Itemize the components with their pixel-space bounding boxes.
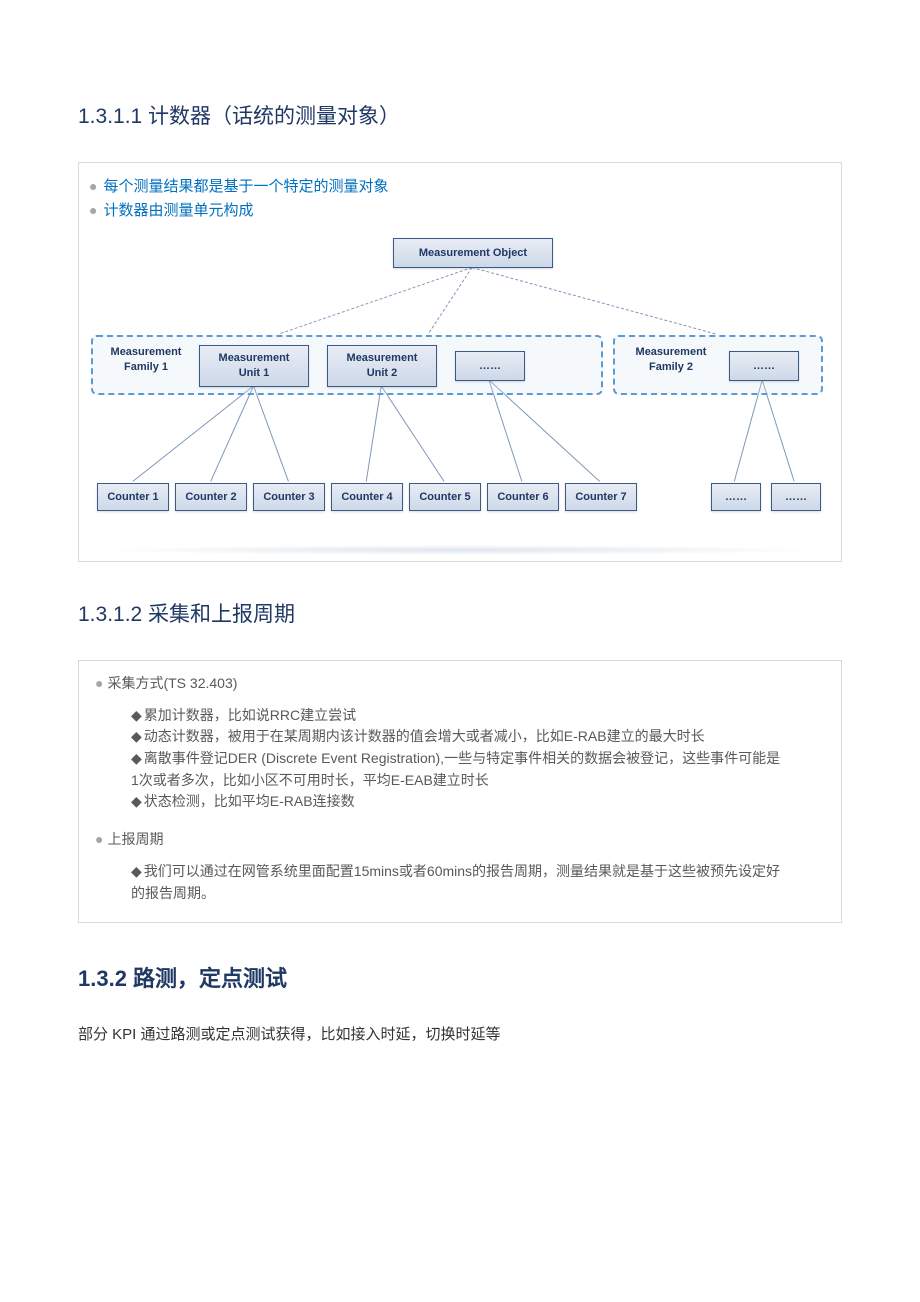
box2-lv1-a-text: 采集方式(TS 32.403) xyxy=(107,673,237,695)
node-unit-ellipsis: …… xyxy=(455,351,525,381)
bullet-disc-icon: ● xyxy=(95,829,103,851)
box2-lv2-group-a: ◆累加计数器，比如说RRC建立尝试 ◆动态计数器，被用于在某周期内该计数器的值会… xyxy=(95,705,785,813)
diagram1-bottom-shadow xyxy=(94,545,826,555)
node-unit-1: Measurement Unit 1 xyxy=(199,345,309,387)
node-family2-ellipsis: …… xyxy=(729,351,799,381)
box2-lv2-a-2-text: 离散事件登记DER (Discrete Event Registration),… xyxy=(131,750,780,788)
box2-lv1-a: ● 采集方式(TS 32.403) xyxy=(95,673,825,695)
diamond-icon: ◆ xyxy=(131,707,142,723)
box2-lv2-a-2: ◆离散事件登记DER (Discrete Event Registration)… xyxy=(131,748,785,791)
node-counter-3: Counter 3 xyxy=(253,483,325,511)
family-2-label: Measurement Family 2 xyxy=(621,345,721,375)
box2-lv2-a-0: ◆累加计数器，比如说RRC建立尝试 xyxy=(131,705,785,727)
diamond-icon: ◆ xyxy=(131,863,142,879)
box-collection-report: ● 采集方式(TS 32.403) ◆累加计数器，比如说RRC建立尝试 ◆动态计… xyxy=(78,660,842,923)
box2-lv1-b: ● 上报周期 xyxy=(95,829,825,851)
family-1-label: Measurement Family 1 xyxy=(101,345,191,375)
node-bottom-ellipsis-a: …… xyxy=(711,483,761,511)
bodytext-1-3-2: 部分 KPI 通过路测或定点测试获得，比如接入时延，切换时延等 xyxy=(78,1023,842,1044)
heading-1-3-1-1: 1.3.1.1 计数器（话统的测量对象） xyxy=(78,100,842,130)
node-measurement-object: Measurement Object xyxy=(393,238,553,268)
heading-1-3-2: 1.3.2 路测，定点测试 xyxy=(78,961,842,993)
box2-lv1-b-text: 上报周期 xyxy=(107,829,163,851)
node-counter-1: Counter 1 xyxy=(97,483,169,511)
box2-lv2-a-1-text: 动态计数器，被用于在某周期内该计数器的值会增大或者减小，比如E-RAB建立的最大… xyxy=(144,728,705,744)
box2-lv2-group-b: ◆我们可以通过在网管系统里面配置15mins或者60mins的报告周期，测量结果… xyxy=(95,861,785,904)
bullet-disc-icon: ● xyxy=(89,199,97,221)
box2-lv2-b-0-text: 我们可以通过在网管系统里面配置15mins或者60mins的报告周期，测量结果就… xyxy=(131,863,780,901)
node-counter-2: Counter 2 xyxy=(175,483,247,511)
box2-lv2-a-3: ◆状态检测，比如平均E-RAB连接数 xyxy=(131,791,785,813)
box2-lv2-b-0: ◆我们可以通过在网管系统里面配置15mins或者60mins的报告周期，测量结果… xyxy=(131,861,785,904)
box2-lv2-a-1: ◆动态计数器，被用于在某周期内该计数器的值会增大或者减小，比如E-RAB建立的最… xyxy=(131,726,785,748)
node-counter-4: Counter 4 xyxy=(331,483,403,511)
diamond-icon: ◆ xyxy=(131,728,142,744)
bullet-disc-icon: ● xyxy=(89,175,97,197)
box2-lv2-a-3-text: 状态检测，比如平均E-RAB连接数 xyxy=(144,793,355,809)
diamond-icon: ◆ xyxy=(131,793,142,809)
diagram1-bullets: ● 每个测量结果都是基于一个特定的测量对象 ● 计数器由测量单元构成 xyxy=(89,175,831,223)
node-counter-5: Counter 5 xyxy=(409,483,481,511)
box2-lv2-a-0-text: 累加计数器，比如说RRC建立尝试 xyxy=(144,707,356,723)
heading-1-3-1-2: 1.3.1.2 采集和上报周期 xyxy=(78,598,842,628)
diamond-icon: ◆ xyxy=(131,750,142,766)
node-counter-6: Counter 6 xyxy=(487,483,559,511)
node-counter-7: Counter 7 xyxy=(565,483,637,511)
bullet-disc-icon: ● xyxy=(95,673,103,695)
diagram1-bullet-2: 计数器由测量单元构成 xyxy=(103,199,253,223)
node-bottom-ellipsis-b: …… xyxy=(771,483,821,511)
node-unit-2: Measurement Unit 2 xyxy=(327,345,437,387)
diagram-measurement-object: ● 每个测量结果都是基于一个特定的测量对象 ● 计数器由测量单元构成 Measure… xyxy=(78,162,842,562)
diagram1-bullet-1: 每个测量结果都是基于一个特定的测量对象 xyxy=(103,175,388,199)
